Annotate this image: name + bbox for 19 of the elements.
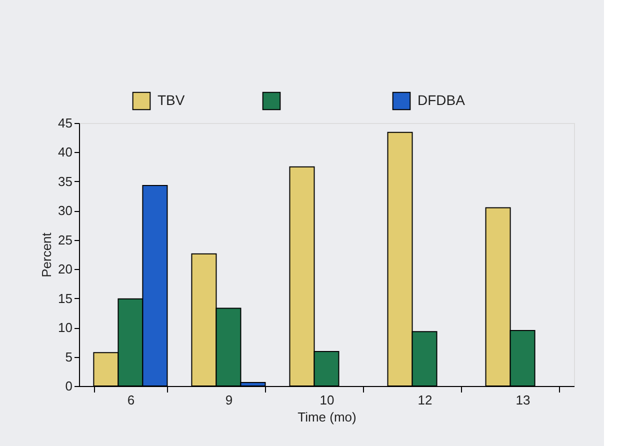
y-tick-label: 35 (58, 174, 72, 189)
y-tick-label: 15 (58, 290, 72, 306)
x-tick-label: 12 (418, 392, 432, 408)
x-tick-label: 6 (127, 392, 135, 408)
legend-label: TBV (158, 92, 186, 108)
x-tick-label: 9 (225, 392, 233, 408)
y-tick-label: 5 (65, 349, 72, 364)
y-tick-label: 10 (58, 320, 72, 336)
x-axis-title: Time (mo) (298, 410, 356, 424)
y-axis-title: Percent (39, 232, 54, 278)
x-tick-label: 10 (320, 392, 334, 408)
y-tick-label: 25 (58, 232, 72, 248)
y-tick-label: 30 (58, 203, 72, 218)
y-tick-label: 45 (58, 116, 72, 130)
y-tick-label: 40 (58, 144, 72, 160)
x-tick-label: 13 (516, 392, 530, 408)
y-tick-label: 20 (58, 262, 72, 277)
legend-label: DFDBA (418, 92, 466, 108)
y-tick-label: 0 (65, 378, 72, 394)
